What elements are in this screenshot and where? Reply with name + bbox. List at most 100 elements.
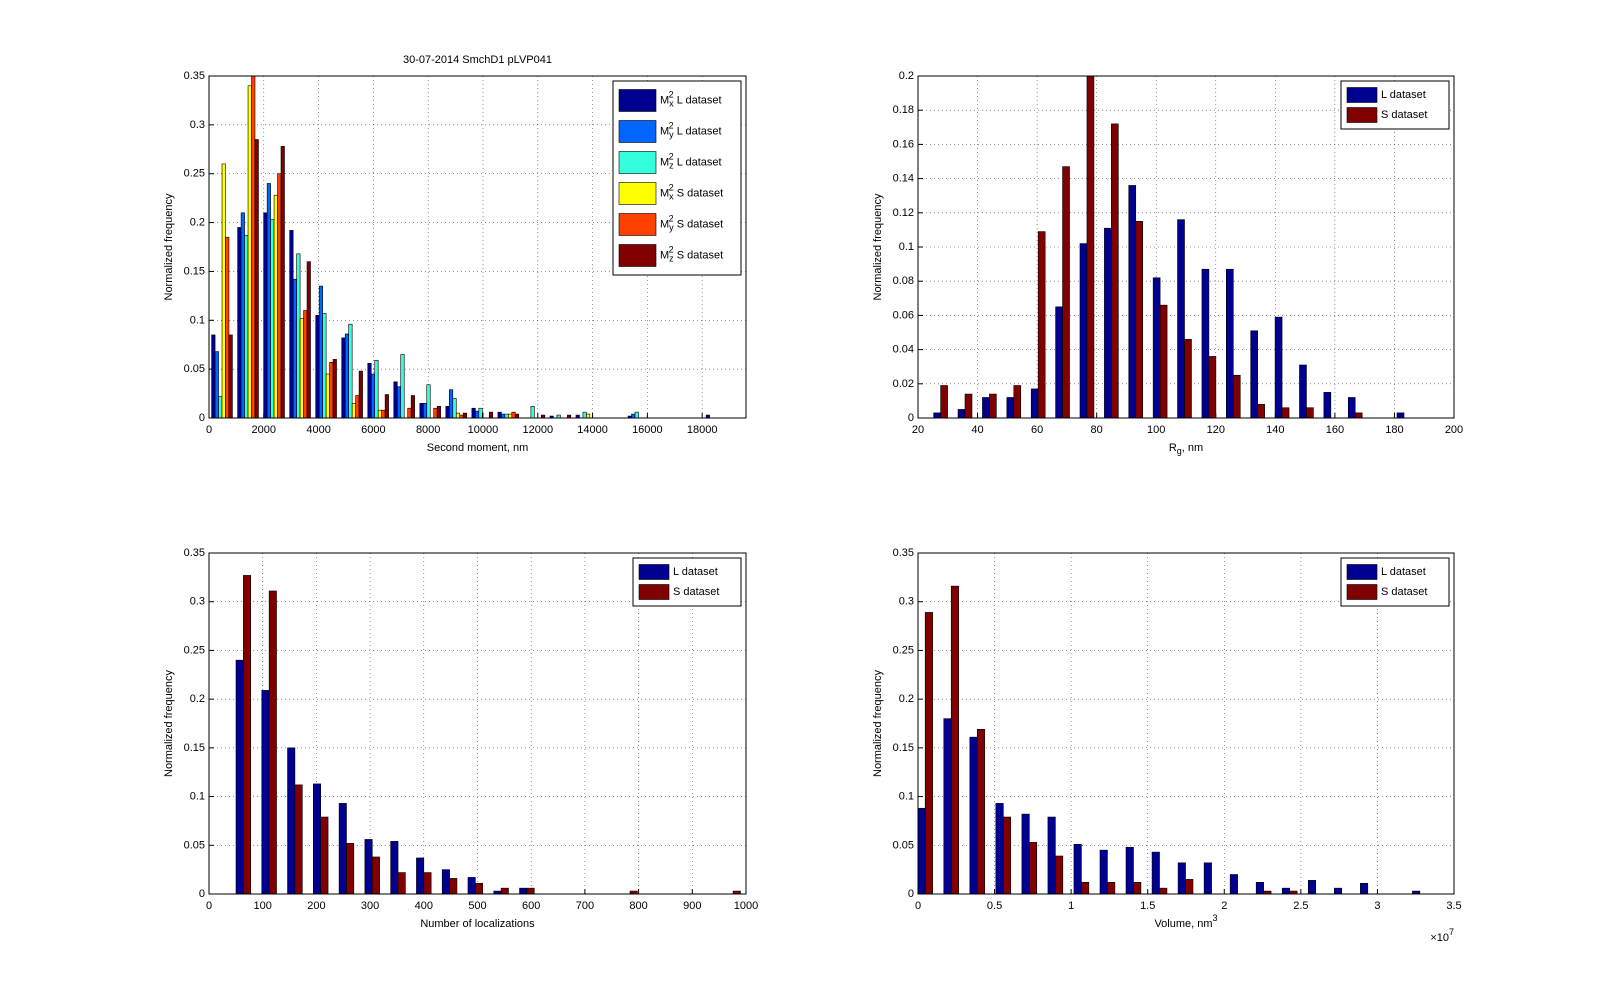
bar: [287, 747, 296, 894]
bar: [933, 412, 941, 418]
bar: [436, 405, 441, 418]
legend-swatch: [618, 213, 657, 236]
bar: [452, 398, 457, 418]
bar: [303, 310, 308, 418]
x-axis-label: Rg, nm: [1169, 442, 1203, 456]
bar: [1111, 123, 1119, 418]
bar: [426, 384, 431, 418]
y-tick-label: 0.1: [899, 790, 914, 802]
y-tick-label: 0.14: [893, 173, 914, 185]
x-axis-label: Volume, nm3: [1154, 913, 1217, 930]
bar: [364, 839, 373, 894]
y-tick-label: 0.25: [184, 644, 205, 656]
y-tick-label: 0.2: [899, 693, 914, 705]
bars: [235, 575, 741, 894]
bar: [377, 409, 382, 418]
bar: [549, 415, 554, 418]
bar: [475, 410, 480, 418]
bar: [449, 389, 454, 418]
x-tick-label: 2000: [252, 424, 276, 436]
x-tick-label: 16000: [632, 424, 663, 436]
bar: [1037, 231, 1046, 418]
bar: [1396, 412, 1405, 418]
x-multiplier: ×107: [1430, 927, 1454, 944]
y-tick-label: 0.04: [893, 344, 914, 356]
bar: [294, 784, 303, 894]
legend-swatch: [638, 564, 670, 580]
bar: [1299, 364, 1307, 418]
bar: [1347, 397, 1356, 418]
legend-box: [612, 80, 742, 276]
legend-swatch: [618, 151, 657, 174]
bar: [1079, 243, 1088, 418]
bar: [511, 411, 516, 418]
bar: [390, 841, 399, 894]
x-tick-label: 0: [206, 900, 212, 912]
x-tick-label: 1000: [734, 900, 758, 912]
y-axis-label: Normalized frequency: [163, 670, 175, 777]
bar: [270, 219, 275, 418]
bar: [976, 729, 986, 894]
bar: [1201, 268, 1210, 418]
bar: [556, 414, 561, 418]
subplot: 0 0.02 0.04 0.06 0.08 0.1 0.12 0.14 0.16 0.18 0.2 2…: [872, 70, 1463, 456]
bar: [1055, 855, 1064, 894]
subplot: 0 0.05 0.1 0.15 0.2 0.25 0.3 0.35 0 100 200 300 400 5…: [163, 547, 758, 930]
legend-swatch: [618, 89, 657, 112]
bar: [433, 407, 438, 418]
y-tick-label: 0.15: [893, 742, 914, 754]
x-tick-label: 14000: [577, 424, 608, 436]
bar: [943, 718, 952, 894]
bar: [419, 403, 424, 418]
bar: [240, 212, 245, 418]
legend-label: My2 S dataset: [660, 214, 723, 233]
bar: [393, 381, 398, 418]
bars: [918, 585, 1421, 894]
axes-box: [208, 75, 747, 419]
subplot: 0 0.05 0.1 0.15 0.2 0.25 0.3 0.35 0 0.5 1 1.5 2 2.5 3 3…: [872, 547, 1462, 944]
bar: [407, 407, 412, 418]
bar: [211, 334, 216, 418]
bar: [338, 803, 347, 894]
y-tick-label: 0.08: [893, 275, 914, 287]
bar: [1152, 277, 1161, 418]
bar: [214, 351, 219, 418]
y-axis-label: Normalized frequency: [163, 193, 175, 300]
bar: [289, 230, 294, 418]
bar: [322, 313, 327, 418]
x-tick-label: 600: [522, 900, 540, 912]
bar: [400, 354, 405, 418]
bar: [292, 278, 297, 418]
bar: [1281, 887, 1290, 894]
chart-title: 30-07-2014 SmchD1 pLVP041: [403, 54, 552, 66]
bar: [1006, 397, 1015, 418]
bar: [1274, 316, 1283, 418]
x-tick-label: 200: [1445, 424, 1463, 436]
y-tick-label: 0.1: [899, 241, 914, 253]
bar: [1354, 412, 1363, 418]
bar: [1151, 851, 1160, 894]
bar: [924, 612, 933, 894]
y-tick-label: 0.1: [190, 314, 205, 326]
legend-label: Mz2 L dataset: [660, 152, 722, 171]
x-tick-label: 60: [1031, 424, 1043, 436]
bar: [422, 403, 428, 418]
y-tick-label: 0.02: [893, 378, 914, 390]
x-tick-label: 900: [683, 900, 701, 912]
bar: [329, 362, 334, 418]
bar: [341, 337, 346, 418]
bar: [225, 236, 230, 418]
bar: [1177, 862, 1186, 894]
y-tick-label: 0.05: [893, 839, 914, 851]
x-tick-label: 0: [206, 424, 212, 436]
bar: [228, 334, 233, 418]
bar: [370, 373, 376, 418]
bar: [235, 659, 244, 894]
bar: [318, 285, 323, 418]
legend-swatch: [1346, 87, 1378, 103]
bar: [1073, 844, 1082, 894]
bar: [995, 803, 1004, 894]
bar: [504, 413, 509, 418]
x-tick-label: 180: [1385, 424, 1403, 436]
